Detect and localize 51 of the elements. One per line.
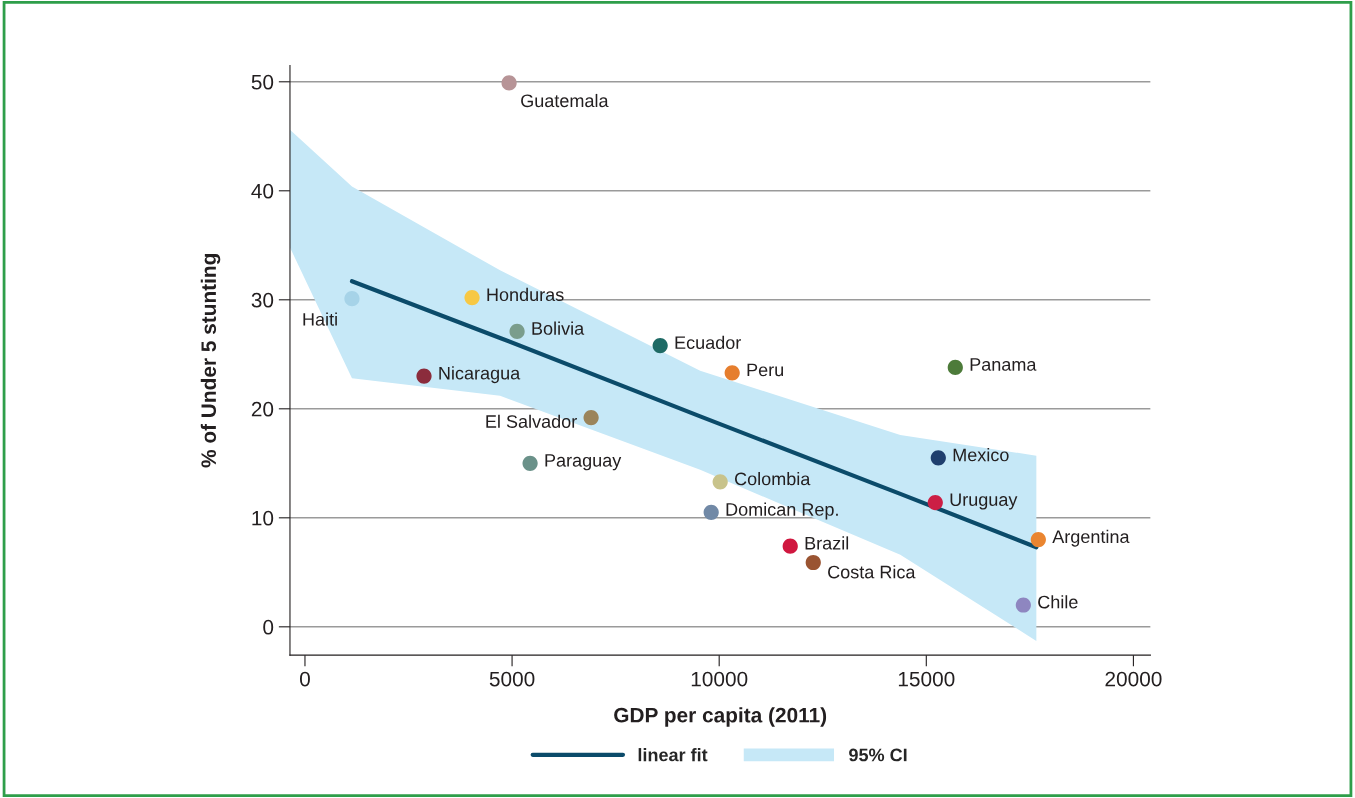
point	[947, 359, 963, 375]
point	[652, 337, 668, 354]
x-tick-label: 0	[299, 671, 310, 687]
annotation: Domican Rep.	[726, 502, 838, 520]
annotation: Bolivia	[532, 321, 585, 335]
annotation: Haiti	[303, 312, 337, 326]
point	[1030, 532, 1046, 548]
point	[1015, 597, 1031, 613]
point	[509, 323, 525, 340]
annotation: Costa Rica	[828, 565, 916, 579]
x-tick-label: 15000	[898, 671, 955, 687]
y-axis-title: % of Under 5 stunting	[200, 254, 221, 468]
point	[703, 504, 719, 520]
point	[501, 75, 517, 91]
point	[724, 365, 740, 381]
y-tick-label: 50	[251, 74, 274, 90]
x-axis-title: GDP per capita (2011)	[614, 707, 827, 727]
annotation: Uruguay	[950, 493, 1018, 510]
annotation: Chile	[1038, 595, 1078, 609]
point	[464, 290, 480, 306]
annotation: Honduras	[487, 287, 564, 302]
text: 95% CI	[849, 748, 907, 762]
annotation: Panama	[970, 358, 1037, 371]
annotation: Argentina	[1052, 529, 1130, 547]
annotation: Brazil	[805, 536, 849, 550]
annotation: Peru	[747, 363, 784, 377]
annotation: Guatemala	[521, 93, 609, 108]
point	[522, 455, 538, 471]
y-tick-label: 40	[251, 183, 274, 199]
annotation: Nicaragua	[439, 366, 521, 384]
x-tick-label: 5000	[489, 671, 535, 687]
annotation: Mexico	[953, 448, 1009, 462]
y-tick-label: 30	[251, 292, 274, 308]
y-tick-label: 10	[252, 510, 274, 526]
annotation: Ecuador	[675, 335, 741, 350]
y-tick-label: 0	[263, 619, 274, 635]
annotation: El Salvador	[486, 414, 577, 428]
point	[416, 368, 432, 384]
point	[930, 450, 946, 466]
legend-label: linear fit	[638, 748, 708, 762]
point	[927, 494, 943, 511]
point	[805, 554, 821, 571]
annotation: Colombia	[734, 472, 811, 486]
point	[782, 538, 798, 554]
point	[583, 409, 599, 426]
x-tick-label: 10000	[691, 671, 748, 687]
x-tick-label: 20000	[1105, 671, 1162, 687]
annotation: Paraguay	[545, 454, 622, 471]
point	[344, 291, 360, 307]
point	[712, 474, 728, 490]
y-tick-label: 20	[251, 401, 274, 417]
